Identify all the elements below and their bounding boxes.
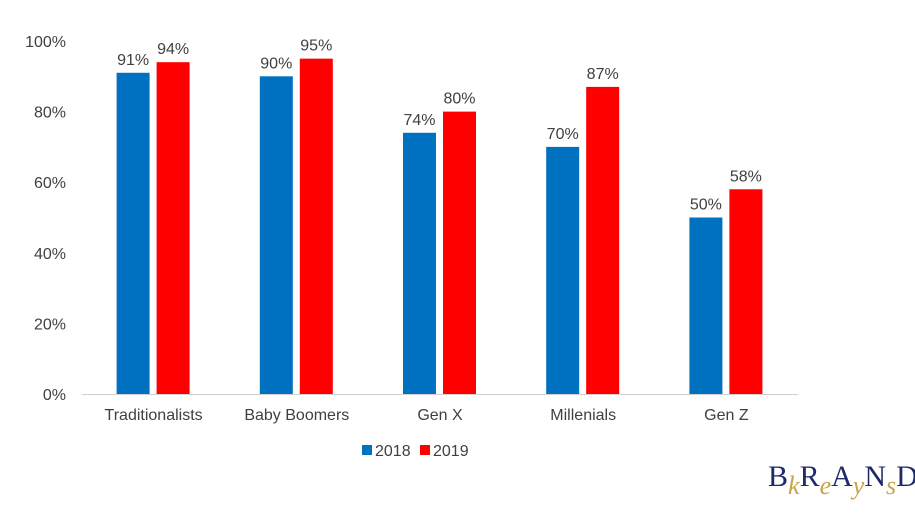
y-tick-label: 0% — [43, 387, 66, 404]
y-tick-label: 40% — [34, 246, 66, 263]
data-label: 58% — [730, 168, 762, 185]
x-tick-label: Traditionalists — [105, 407, 203, 424]
data-label: 90% — [260, 55, 292, 72]
bar-2018 — [546, 146, 580, 394]
data-label: 95% — [300, 38, 332, 55]
bar-2019 — [443, 111, 476, 394]
data-label: 70% — [547, 126, 579, 143]
bar-2019 — [586, 86, 620, 394]
bar-2018 — [116, 72, 150, 395]
y-tick-label: 60% — [34, 175, 66, 192]
bar-2019 — [156, 62, 190, 395]
x-tick-label: Gen Z — [704, 407, 749, 424]
brand-logo: BkReAyNsD® — [768, 460, 915, 500]
legend-label: 2018 — [375, 443, 411, 460]
bar-2018 — [403, 132, 436, 394]
bar-2018 — [259, 76, 293, 395]
bar-2019 — [729, 189, 763, 394]
legend-label: 2019 — [433, 443, 469, 460]
y-tick-label: 20% — [34, 316, 66, 333]
legend-swatch-2018 — [362, 445, 372, 455]
y-tick-label: 80% — [34, 105, 66, 122]
data-label: 50% — [690, 197, 722, 214]
data-label: 94% — [157, 41, 189, 58]
data-label: 80% — [443, 91, 475, 108]
data-label: 87% — [587, 66, 619, 83]
bar-2019 — [299, 58, 333, 395]
data-label: 74% — [403, 112, 435, 129]
x-tick-label: Millenials — [550, 407, 616, 424]
x-tick-label: Gen X — [417, 407, 463, 424]
y-tick-label: 100% — [25, 34, 66, 51]
x-tick-label: Baby Boomers — [244, 407, 349, 424]
bar-2018 — [689, 217, 723, 394]
legend-swatch-2019 — [420, 445, 430, 455]
data-label: 91% — [117, 52, 149, 69]
